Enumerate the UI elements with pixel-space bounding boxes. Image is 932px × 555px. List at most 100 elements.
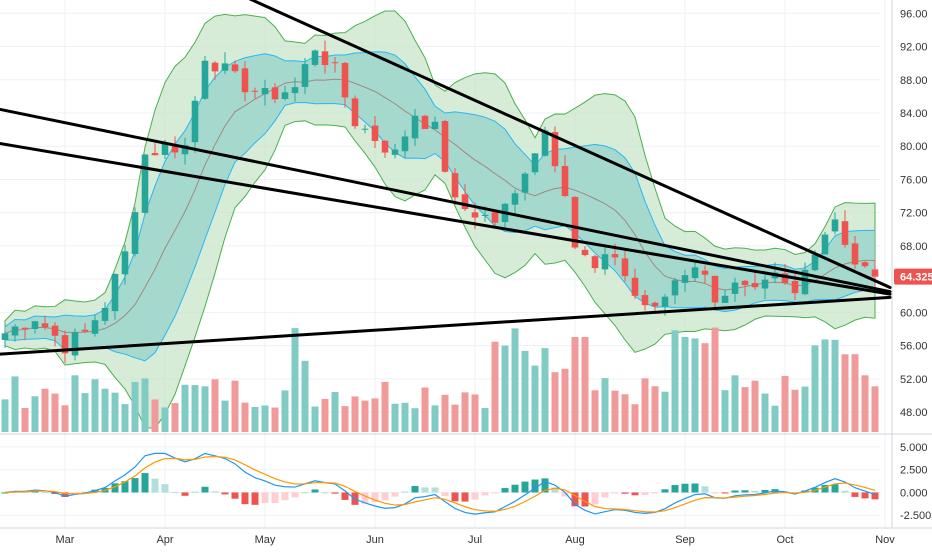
volume-bar (61, 405, 69, 432)
volume-bar (651, 386, 659, 432)
candle-body (381, 140, 389, 153)
volume-bar (431, 405, 439, 432)
macd-histogram-bar (141, 473, 149, 493)
macd-histogram-bar (271, 492, 279, 503)
macd-histogram-bar (71, 492, 79, 494)
macd-histogram-bar (721, 492, 729, 494)
volume-bar (761, 393, 769, 432)
candle-body (781, 273, 789, 283)
macd-histogram-bar (81, 491, 89, 493)
macd-histogram-bar (381, 492, 389, 501)
volume-bar (851, 354, 859, 432)
volume-bar (251, 407, 259, 432)
volume-bar (831, 339, 839, 432)
macd-histogram-bar (301, 492, 309, 494)
macd-histogram-bar (391, 492, 399, 497)
candle-body (161, 143, 169, 155)
candle-body (731, 282, 739, 294)
macd-histogram-bar (701, 486, 709, 493)
candle-body (621, 258, 629, 277)
volume-bar (171, 403, 179, 432)
volume-bar (711, 327, 719, 432)
macd-histogram-bar (451, 492, 459, 502)
candle-body (41, 323, 49, 328)
candle-body (121, 251, 129, 275)
candle-body (201, 60, 209, 99)
volume-bar (341, 406, 349, 432)
candle-body (391, 149, 399, 155)
macd-histogram-bar (591, 492, 599, 505)
candle-body (611, 254, 619, 258)
volume-bar (551, 372, 559, 432)
volume-bar (451, 404, 459, 432)
volume-bar (621, 394, 629, 432)
trendlines (0, 0, 892, 356)
volume-bars (1, 327, 879, 432)
time-tick-label: Aug (565, 534, 585, 546)
candle-body (791, 280, 799, 294)
macd-histogram-bar (861, 492, 869, 499)
candle-body (681, 275, 689, 283)
volume-bar (41, 388, 49, 432)
candle-body (741, 280, 749, 286)
candle-body (371, 125, 379, 142)
macd-histogram-bar (291, 492, 299, 498)
lower-band-line (4, 101, 876, 362)
macd-histogram-bar (731, 490, 739, 493)
macd-histogram-bar (51, 492, 59, 495)
macd-histogram-bar (601, 492, 609, 498)
volume-bar (591, 390, 599, 432)
macd-histogram-bar (61, 492, 69, 498)
candle-body (141, 154, 149, 213)
macd-histogram-bar (371, 492, 379, 503)
macd-histogram-bar (841, 490, 849, 493)
volume-bar (141, 378, 149, 432)
candle-body (761, 279, 769, 289)
volume-bar (241, 402, 249, 432)
candle-body (451, 173, 459, 198)
candle-body (691, 267, 699, 279)
volume-bar (511, 328, 519, 432)
volume-bar (461, 392, 469, 432)
macd-histogram-bar (871, 492, 879, 500)
candle-body (651, 302, 659, 307)
price-tick-label: 52.00 (900, 374, 928, 386)
macd-histogram-bar (1, 492, 9, 494)
trendline (0, 141, 892, 296)
macd-histogram-bar (241, 492, 249, 505)
last-price-label: 64.325 (900, 272, 932, 284)
candle-body (71, 332, 79, 356)
macd-histogram-bar (571, 492, 579, 507)
macd-histogram-bar (361, 492, 369, 504)
volume-bar (361, 400, 369, 432)
volume-bar (311, 406, 319, 432)
candle-body (581, 249, 589, 256)
time-tick-label: Jul (468, 534, 482, 546)
volume-bar (201, 386, 209, 432)
candle-body (331, 62, 339, 64)
candle-body (261, 88, 269, 95)
macd-histogram-bar (171, 491, 179, 493)
candle-body (281, 92, 289, 99)
candle-body (81, 329, 89, 332)
candle-body (251, 90, 259, 92)
macd-histogram-bar (741, 490, 749, 493)
macd-histogram-bar (661, 489, 669, 493)
macd-histogram-bar (181, 492, 189, 496)
volume-bar (301, 360, 309, 432)
candle-body (661, 296, 669, 307)
trendline (0, 295, 892, 356)
volume-bar (111, 392, 119, 432)
macd-histogram-bar (201, 486, 209, 493)
volume-bar (491, 341, 499, 432)
volume-bar (221, 400, 229, 432)
macd-histogram-bar (471, 492, 479, 500)
candle-body (401, 136, 409, 152)
candle-body (321, 51, 329, 66)
price-tick-label: 48.00 (900, 407, 928, 419)
volume-bar (631, 404, 639, 432)
volume-bar (841, 354, 849, 432)
macd-histogram-bar (501, 488, 509, 493)
candle-body (51, 325, 59, 336)
